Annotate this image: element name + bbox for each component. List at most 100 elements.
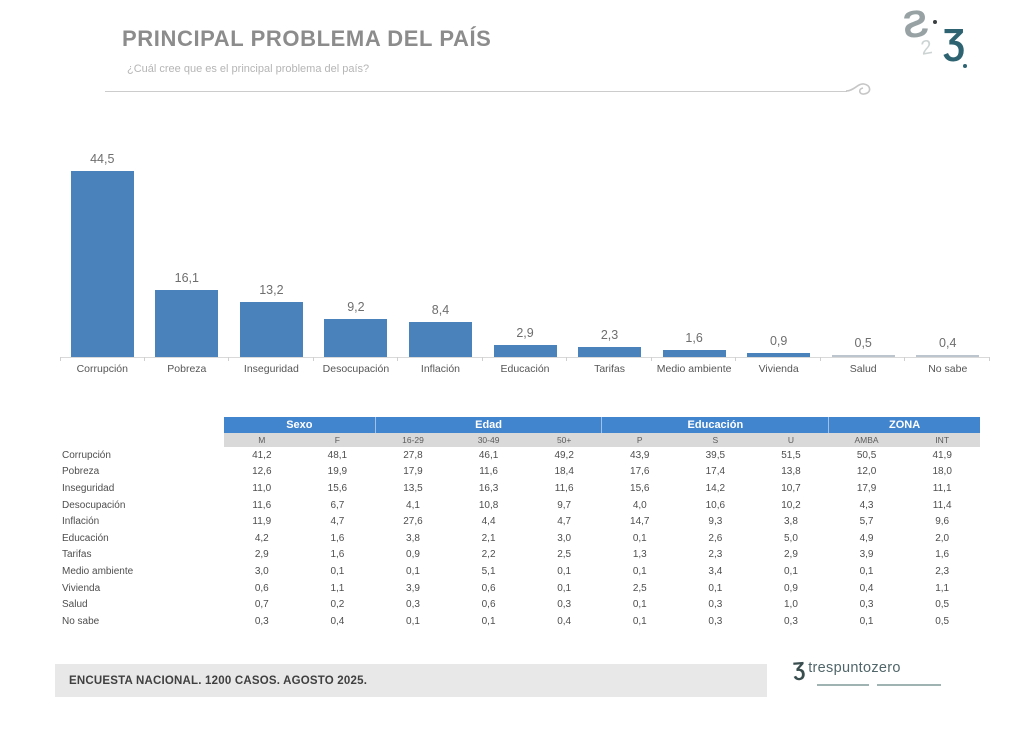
bar-column: 16,1: [145, 150, 230, 361]
table-cell: 0,6: [481, 599, 496, 611]
table-cell: 0,1: [632, 532, 647, 544]
table-cell: 11,6: [554, 482, 574, 494]
table-row: Desocupación 11,6 6,7 4,1 10,8 9,7 4,0 10,6 10,2…: [60, 497, 980, 514]
table-cell: 16,3: [478, 482, 499, 494]
bar-column: 0,5: [821, 150, 906, 361]
table-row: Salud 0,7 0,2 0,3 0,6 0,3 0,1 0,3 1,0 0,3 0,5: [60, 596, 980, 613]
brand-glyph-icon: Ʒ: [943, 21, 965, 62]
table-cell: 1,6: [330, 532, 345, 544]
table-cell: 2,9: [254, 549, 269, 561]
table-group-header: Educación: [601, 417, 829, 433]
table-cell: 39,5: [705, 449, 726, 461]
table-cell: 27,8: [403, 449, 423, 461]
table-cell: 15,6: [630, 482, 650, 494]
table-cell: 2,6: [708, 532, 723, 544]
bar-value-label: 16,1: [174, 270, 199, 285]
brand-dot-icon: [963, 64, 967, 68]
table-cell: 14,2: [705, 482, 726, 494]
brand-3-icon: Ʒ: [792, 658, 806, 682]
bar-chart: 44,5 16,1 13,2 9,2 8,4 2,9 2,3 1,6 0,9 0,5 0,4 Cor…: [60, 150, 990, 375]
bar-category-label: No sabe: [928, 363, 968, 375]
table-row: Vivienda 0,6 1,1 3,9 0,6 0,1 2,5 0,1 0,9 0,4 1,1: [60, 580, 980, 597]
table-cell: 14,7: [630, 516, 650, 528]
brand-tagline: [817, 684, 941, 686]
table-cell: 0,4: [330, 615, 345, 627]
bar-column: 0,9: [736, 150, 821, 361]
table-cell: 10,7: [781, 482, 801, 494]
table-cell: 2,2: [481, 549, 496, 561]
table-cell: 3,9: [406, 582, 420, 594]
table-cell: 49,2: [554, 449, 574, 461]
table-cell: 11,6: [479, 466, 498, 478]
table-cell: 9,3: [708, 516, 723, 528]
table-cell: 12,0: [856, 466, 877, 478]
bar-column: 9,2: [314, 150, 399, 361]
bar-column: 0,4: [905, 150, 990, 361]
table-row-label: Tarifas: [62, 549, 92, 561]
table-cell: 2,5: [632, 582, 647, 594]
table-cell: 0,1: [330, 565, 345, 577]
table-cell: 18,4: [554, 466, 574, 478]
table-cell: 2,3: [935, 565, 950, 577]
table-cell: 2,3: [708, 549, 723, 561]
table-row-label: Inseguridad: [62, 482, 115, 494]
bar: [747, 353, 811, 357]
table-cell: 0,1: [708, 582, 723, 594]
table-row-label: Vivienda: [62, 582, 101, 594]
table-cell: 3,9: [859, 549, 874, 561]
table-cell: 15,6: [327, 482, 348, 494]
table-cell: 17,9: [403, 466, 423, 478]
table-cell: 0,1: [632, 615, 647, 627]
table-cell: 11,1: [932, 482, 952, 494]
bar-value-label: 44,5: [90, 152, 115, 166]
table-cell: 4,7: [330, 516, 345, 528]
table-cell: 1,1: [935, 582, 950, 594]
table-cell: 0,3: [406, 599, 420, 611]
bar-column: 44,5: [60, 150, 145, 361]
table-cell: 3,0: [254, 565, 269, 577]
table-cell: 3,4: [708, 565, 723, 577]
table-row-label: Corrupción: [62, 449, 111, 461]
table-row: Medio ambiente 3,0 0,1 0,1 5,1 0,1 0,1 3,4 0,1 0,…: [60, 563, 980, 580]
table-column-header: 50+: [526, 433, 602, 447]
table-cell: 0,9: [406, 549, 420, 561]
table-cell: 51,5: [781, 449, 801, 461]
table-corner: [60, 433, 224, 447]
table-cell: 0,7: [254, 599, 269, 611]
table-cell: 5,0: [784, 532, 798, 544]
table-cell: 0,1: [557, 582, 572, 594]
table-row: Inseguridad 11,0 15,6 13,5 16,3 11,6 15,6 14,2 1…: [60, 480, 980, 497]
table-cell: 11,4: [932, 499, 952, 511]
table-cell: 1,6: [935, 549, 950, 561]
table-cell: 4,3: [859, 499, 874, 511]
bar-value-label: 9,2: [347, 299, 365, 314]
table-cell: 0,1: [557, 565, 572, 577]
bar: [155, 289, 219, 357]
table-cell: 1,1: [330, 582, 345, 594]
table-cell: 1,6: [330, 549, 345, 561]
table-cell: 0,3: [859, 599, 874, 611]
table-cell: 11,6: [252, 499, 272, 511]
bar-value-label: 0,4: [939, 336, 957, 351]
table-row-label: Desocupación: [62, 499, 126, 511]
bar: [578, 347, 642, 357]
table-cell: 48,1: [327, 449, 348, 461]
table-body: Corrupción 41,2 48,1 27,8 46,1 49,2 43,9 39,5 51…: [60, 447, 980, 630]
page-subtitle: ¿Cuál cree que es el principal problema …: [127, 63, 370, 75]
table-cell: 4,4: [481, 516, 496, 528]
bar-value-label: 1,6: [685, 331, 703, 346]
divider-curl-ornament: [845, 83, 871, 95]
table-cell: 1,0: [784, 599, 798, 611]
bar-value-label: 8,4: [431, 302, 450, 317]
bar-value-label: 0,5: [854, 335, 872, 350]
table-column-header: U: [753, 433, 829, 447]
table-row: No sabe 0,3 0,4 0,1 0,1 0,4 0,1 0,3 0,3 0,1 0,5: [60, 613, 980, 630]
bar-column: 2,9: [483, 150, 568, 361]
table-cell: 0,1: [481, 615, 496, 627]
table-cell: 6,7: [330, 499, 345, 511]
table-row-label: Educación: [62, 532, 109, 544]
bar: [493, 344, 557, 357]
table-row-label: Medio ambiente: [62, 565, 134, 577]
table-column-header: M: [224, 433, 300, 447]
bar-category-label: Pobreza: [167, 363, 207, 375]
